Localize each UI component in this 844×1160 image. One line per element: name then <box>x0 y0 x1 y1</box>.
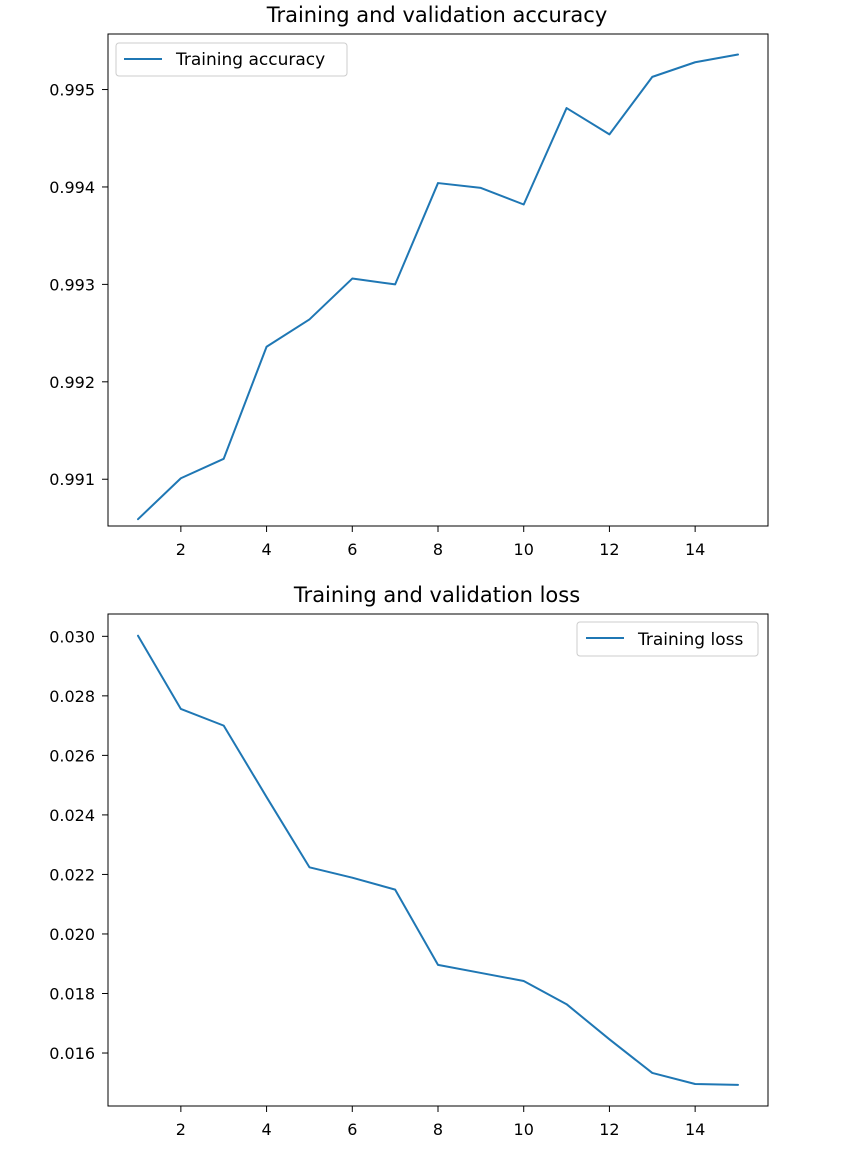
legend-label: Training loss <box>637 630 743 650</box>
y-tick-label: 0.026 <box>49 746 95 765</box>
x-tick-label: 2 <box>176 1120 186 1139</box>
x-tick-label: 14 <box>685 540 705 559</box>
chart-title: Training and validation loss <box>293 583 580 607</box>
series-line <box>137 634 739 1086</box>
y-tick-label: 0.028 <box>49 687 95 706</box>
legend: Training accuracy <box>115 42 348 77</box>
y-tick-label: 0.995 <box>49 81 95 100</box>
x-tick-label: 4 <box>261 1120 271 1139</box>
accuracy-chart: Training and validation accuracy 2 4 6 8 10 1… <box>49 3 769 559</box>
x-tick-label: 6 <box>347 540 357 559</box>
x-tick-label: 2 <box>176 540 186 559</box>
x-tick-label: 8 <box>433 540 443 559</box>
y-tick-label: 0.992 <box>49 373 95 392</box>
loss-chart: Training and validation loss 2 4 6 8 10 12 14 0… <box>49 583 769 1139</box>
y-tick-label: 0.993 <box>49 275 95 294</box>
series-line <box>137 53 739 521</box>
x-tick-label: 8 <box>433 1120 443 1139</box>
y-tick-label: 0.022 <box>49 865 95 884</box>
plot-frame <box>107 33 769 527</box>
x-tick-label: 6 <box>347 1120 357 1139</box>
x-tick-label: 12 <box>599 1120 619 1139</box>
chart-title: Training and validation accuracy <box>266 3 608 27</box>
y-tick-label: 0.994 <box>49 178 95 197</box>
x-tick-label: 10 <box>514 540 534 559</box>
y-tick-label: 0.016 <box>49 1044 95 1063</box>
legend-box <box>115 42 348 77</box>
y-tick-label: 0.024 <box>49 806 95 825</box>
legend-label: Training accuracy <box>175 50 325 70</box>
y-tick-label: 0.030 <box>49 627 95 646</box>
plot-frame <box>107 613 769 1107</box>
y-tick-label: 0.020 <box>49 925 95 944</box>
x-tick-label: 10 <box>514 1120 534 1139</box>
x-tick-label: 4 <box>261 540 271 559</box>
y-tick-label: 0.018 <box>49 984 95 1003</box>
y-tick-label: 0.991 <box>49 470 95 489</box>
x-tick-label: 12 <box>599 540 619 559</box>
legend-box <box>576 621 759 657</box>
legend: Training loss <box>576 621 759 657</box>
x-tick-label: 14 <box>685 1120 705 1139</box>
